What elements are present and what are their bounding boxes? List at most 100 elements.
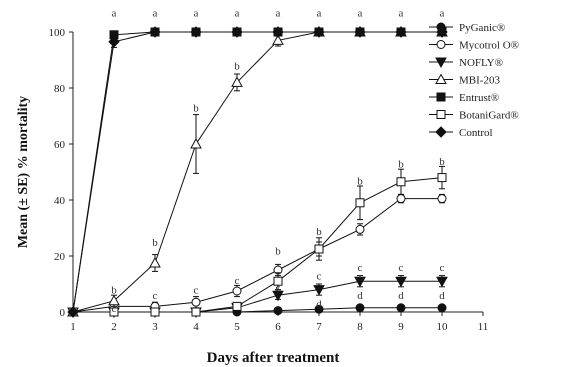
data-point bbox=[109, 307, 119, 317]
significance-letter: d bbox=[398, 290, 404, 302]
significance-letter: a bbox=[317, 7, 322, 19]
data-point bbox=[108, 294, 120, 306]
data-point bbox=[150, 307, 160, 317]
legend-label: BotaniGard® bbox=[459, 110, 519, 122]
data-point bbox=[313, 285, 325, 296]
data-point bbox=[190, 26, 202, 38]
x-tick-label: 1 bbox=[70, 321, 76, 333]
legend-label: Control bbox=[459, 127, 493, 139]
significance-letter: b bbox=[193, 103, 199, 115]
legend-entry: MBI-203 bbox=[429, 73, 500, 87]
data-point bbox=[149, 256, 161, 268]
y-tick-label: 100 bbox=[49, 27, 66, 39]
y-tick-label: 80 bbox=[54, 83, 66, 95]
series-layer bbox=[67, 25, 448, 319]
significance-letter: c bbox=[112, 303, 117, 315]
data-point bbox=[437, 303, 447, 313]
significance-letter: c bbox=[317, 271, 322, 283]
legend: PyGanic® Mycotrol O® NOFLY® MBI-203 Entrust®… bbox=[429, 22, 519, 139]
data-point bbox=[314, 304, 324, 314]
legend-label: NOFLY® bbox=[459, 57, 503, 69]
legend-entry: Entrust® bbox=[429, 92, 499, 104]
data-point bbox=[396, 194, 406, 204]
data-point bbox=[355, 303, 365, 313]
legend-marker bbox=[436, 110, 446, 119]
significance-letter: d bbox=[357, 290, 363, 302]
data-point bbox=[436, 276, 448, 288]
series-4 bbox=[68, 27, 447, 317]
series-line bbox=[72, 31, 442, 313]
legend-label: MBI-203 bbox=[459, 75, 500, 87]
series-3 bbox=[67, 25, 448, 317]
y-axis-title: Mean (± SE) % mortality bbox=[16, 96, 31, 248]
data-point bbox=[396, 177, 406, 187]
data-point bbox=[191, 307, 201, 317]
y-tick-label: 0 bbox=[60, 307, 66, 319]
data-point bbox=[190, 137, 202, 149]
x-axis-title: Days after treatment bbox=[207, 350, 340, 366]
series-6 bbox=[67, 26, 448, 318]
significance-letter: c bbox=[153, 290, 158, 302]
x-tick-label: 2 bbox=[111, 321, 117, 333]
data-point bbox=[232, 286, 242, 296]
series-line bbox=[72, 198, 442, 313]
significance-letter: b bbox=[111, 285, 117, 297]
significance-letter: b bbox=[152, 237, 158, 249]
significance-letter: d bbox=[439, 290, 445, 302]
legend-entry: PyGanic® bbox=[429, 22, 505, 34]
significance-letter: a bbox=[276, 7, 281, 19]
legend-marker bbox=[435, 57, 447, 69]
data-point bbox=[314, 244, 324, 254]
x-tick-label: 3 bbox=[152, 321, 158, 333]
data-point bbox=[354, 26, 366, 38]
legend-entry: NOFLY® bbox=[429, 57, 503, 69]
significance-letter: c bbox=[276, 282, 281, 294]
data-point bbox=[437, 194, 447, 204]
significance-letter: b bbox=[439, 156, 445, 168]
legend-marker bbox=[436, 40, 446, 49]
significance-letter: b bbox=[234, 61, 240, 73]
series-5 bbox=[68, 165, 447, 317]
data-point bbox=[272, 26, 284, 38]
significance-letter: a bbox=[235, 7, 240, 19]
legend-entry: BotaniGard® bbox=[429, 110, 519, 122]
data-point bbox=[67, 306, 79, 318]
x-tick-label: 9 bbox=[398, 321, 404, 333]
significance-letter: c bbox=[440, 262, 445, 274]
data-point bbox=[231, 76, 243, 87]
series-line bbox=[73, 307, 442, 313]
significance-letter: d bbox=[316, 299, 322, 311]
data-point bbox=[272, 290, 284, 302]
data-point bbox=[273, 306, 283, 316]
x-tick-label: 5 bbox=[234, 321, 240, 333]
series-line bbox=[72, 31, 442, 313]
x-tick-label: 10 bbox=[437, 321, 449, 333]
significance-letter: b bbox=[398, 159, 404, 171]
data-point bbox=[396, 303, 406, 313]
series-2 bbox=[67, 275, 448, 319]
legend-entry: Mycotrol O® bbox=[429, 40, 519, 52]
significance-letter: a bbox=[153, 7, 158, 19]
y-tick-label: 40 bbox=[54, 195, 66, 207]
x-tick-label: 7 bbox=[316, 321, 322, 333]
significance-letter: c bbox=[235, 275, 240, 287]
data-point bbox=[437, 173, 447, 183]
data-point bbox=[355, 198, 365, 208]
data-point bbox=[108, 36, 120, 48]
significance-letter: b bbox=[357, 175, 363, 187]
data-point bbox=[232, 301, 242, 311]
x-tick-label: 6 bbox=[275, 321, 281, 333]
significance-letter: a bbox=[112, 7, 117, 19]
significance-letter: a bbox=[358, 7, 363, 19]
significance-letter: a bbox=[440, 7, 445, 19]
data-point bbox=[395, 26, 407, 38]
series-0 bbox=[68, 303, 447, 317]
x-tick-label: 11 bbox=[478, 321, 489, 333]
significance-letter: a bbox=[194, 7, 199, 19]
legend-marker bbox=[436, 22, 446, 32]
data-point bbox=[313, 26, 325, 38]
y-tick-label: 20 bbox=[54, 251, 66, 263]
legend-marker bbox=[435, 126, 447, 138]
data-point bbox=[395, 276, 407, 288]
